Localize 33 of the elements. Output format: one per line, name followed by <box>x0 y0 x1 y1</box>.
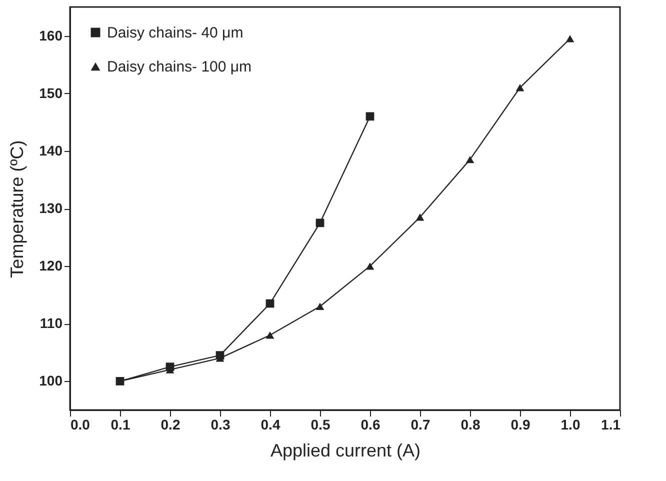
point <box>516 84 524 92</box>
x-axis-title: Applied current (A) <box>270 440 421 460</box>
legend-label: Daisy chains- 40 μm <box>107 24 244 42</box>
point <box>466 156 474 164</box>
point <box>416 214 424 221</box>
x-tick-label: 1.1 <box>601 416 621 432</box>
x-tick-label: 0.8 <box>460 416 480 432</box>
x-tick-label: 0.2 <box>160 416 180 432</box>
x-tick-label: 0.6 <box>360 416 380 432</box>
x-tick-label: 0.3 <box>210 416 230 432</box>
point <box>266 299 274 308</box>
x-tick-label: 0.5 <box>310 416 330 432</box>
x-tick-label: 0.9 <box>510 416 530 432</box>
x-tick-label: 1.0 <box>560 416 580 432</box>
point <box>366 262 374 270</box>
y-tick-label: 130 <box>39 200 63 216</box>
y-tick-label: 150 <box>39 84 63 101</box>
point <box>566 35 574 42</box>
y-tick-label: 160 <box>39 27 63 44</box>
y-tick-label: 100 <box>39 372 63 389</box>
legend-label: Daisy chains- 100 μm <box>107 58 252 76</box>
y-tick-label: 120 <box>39 258 63 274</box>
x-tick-label: 0.1 <box>110 416 130 432</box>
x-tick-label: 0.4 <box>260 416 280 432</box>
y-tick-label: 110 <box>40 315 63 332</box>
x-tick-label: 0.0 <box>70 416 90 432</box>
point <box>316 302 324 310</box>
point <box>366 112 374 121</box>
point <box>316 218 324 228</box>
y-tick-label: 140 <box>39 142 63 158</box>
x-tick-label: 0.7 <box>410 416 430 432</box>
point <box>266 332 274 339</box>
y-axis-title: Temperature (ºC) <box>7 140 28 278</box>
